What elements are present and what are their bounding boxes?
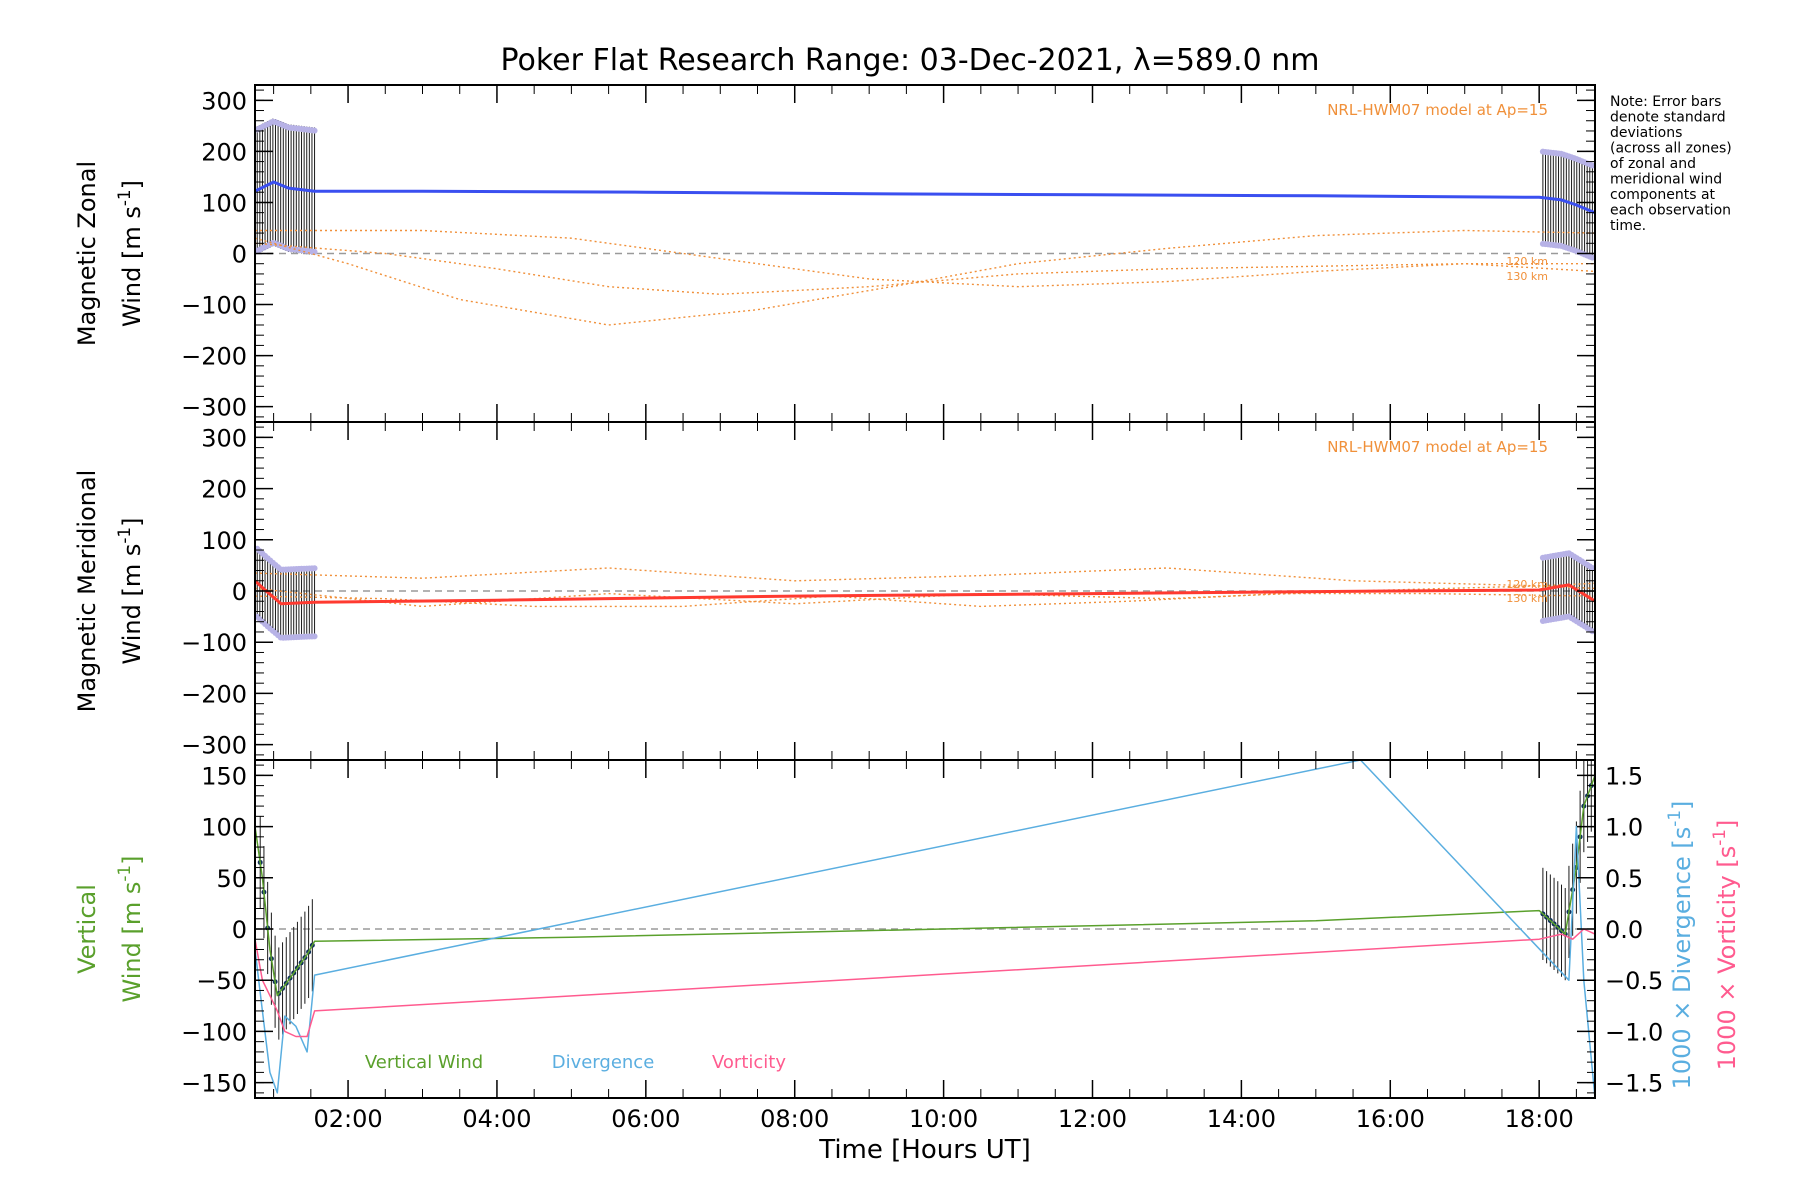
y2-axis-label-vorticity: 1000 × Vorticity [s-1]: [1709, 820, 1741, 1071]
zone-point: [1589, 564, 1595, 571]
note-line: deviations: [1610, 125, 1682, 141]
y-tick-label: 50: [216, 865, 247, 893]
meridional-wind-line: [255, 579, 1595, 606]
zone-point: [311, 248, 318, 255]
y-tick-label: 100: [201, 527, 247, 555]
model-line: [255, 229, 1595, 288]
y-tick-label: 300: [201, 87, 247, 115]
y2-tick-label: −0.5: [1605, 967, 1663, 995]
y-tick-label: −300: [181, 394, 247, 422]
x-tick-label: 10:00: [909, 1105, 978, 1133]
x-axis-label: Time [Hours UT]: [818, 1135, 1031, 1165]
y-tick-label: −200: [181, 343, 247, 371]
y2-axis-label-divergence: 1000 × Divergence [s-1]: [1664, 801, 1696, 1090]
zone-point: [311, 633, 318, 640]
y-tick-label: 0: [232, 916, 247, 944]
zone-point: [311, 127, 318, 134]
y2-tick-label: 0.0: [1605, 916, 1643, 944]
model-label: NRL-HWM07 model at Ap=15: [1327, 101, 1548, 119]
y2-tick-label: 1.0: [1605, 814, 1643, 842]
model-line: [255, 585, 1595, 608]
y-axis-label-line2: Wind [m s-1]: [114, 856, 146, 1003]
y-tick-label: −300: [181, 732, 247, 760]
vertical-panel: Vertical Wind Divergence Vorticity −1.5 −1.0…: [73, 759, 1741, 1099]
y-tick-label: 0: [232, 241, 247, 269]
zone-point: [1589, 162, 1595, 169]
model-altitude-label: 120 km: [1506, 255, 1548, 268]
model-line: [255, 242, 1595, 295]
note-line: (across all zones): [1610, 141, 1732, 157]
y-tick-label: 100: [201, 189, 247, 217]
y-tick-label: 300: [201, 424, 247, 452]
zone-point: [1589, 628, 1595, 635]
x-tick-label: 16:00: [1356, 1105, 1425, 1133]
x-tick-label: 18:00: [1505, 1105, 1574, 1133]
plot-area: [255, 545, 1595, 641]
y2-tick-label: 1.5: [1605, 762, 1643, 790]
note-line: components at: [1610, 187, 1716, 203]
note-line: time.: [1610, 218, 1646, 234]
x-axis: 02:00 04:00 06:00 08:00 10:00 12:00 14:00 16:00…: [313, 1105, 1573, 1133]
x-tick-label: 04:00: [462, 1105, 531, 1133]
y-axis-label-line1: Vertical: [73, 884, 101, 974]
vorticity-line: [255, 928, 1595, 1038]
vertical-wind-line: [255, 775, 1595, 997]
y-tick-label: −100: [181, 1018, 247, 1046]
chart-title: Poker Flat Research Range: 03-Dec-2021, …: [501, 43, 1320, 78]
x-tick-label: 06:00: [611, 1105, 680, 1133]
y-tick-label: 0: [232, 578, 247, 606]
model-altitude-label: 120 km: [1506, 578, 1548, 591]
plot-area: [255, 760, 1595, 1098]
y-tick-label: 150: [201, 762, 247, 790]
zone-point: [311, 565, 318, 572]
y-axis-label-line2: Wind [m s-1]: [114, 518, 146, 665]
divergence-line: [255, 760, 1595, 1098]
model-altitude-label: 130 km: [1506, 592, 1548, 605]
y-tick-label: −50: [196, 967, 247, 995]
note-line: Note: Error bars: [1610, 94, 1721, 110]
zonal-panel: NRL-HWM07 model at Ap=15 120 km 130 km −300…: [73, 84, 1596, 423]
note-line: meridional wind: [1610, 172, 1722, 188]
y-tick-label: −100: [181, 292, 247, 320]
x-tick-label: 02:00: [313, 1105, 382, 1133]
plot-area: [255, 118, 1595, 326]
y-tick-label: −100: [181, 629, 247, 657]
y-tick-label: −150: [181, 1070, 247, 1098]
y-axis-label-line2: Wind [m s-1]: [114, 180, 146, 327]
y-tick-label: 200: [201, 138, 247, 166]
model-label: NRL-HWM07 model at Ap=15: [1327, 438, 1548, 456]
legend-item: Vertical Wind: [365, 1052, 483, 1073]
y2-tick-label: 0.5: [1605, 865, 1643, 893]
y-tick-label: 200: [201, 476, 247, 504]
model-line: [255, 229, 1595, 326]
legend-item: Divergence: [552, 1052, 655, 1073]
y2-tick-label: −1.5: [1605, 1070, 1663, 1098]
note-line: each observation: [1610, 203, 1731, 219]
panel-frame: [254, 84, 1596, 423]
model-altitude-label: 130 km: [1506, 270, 1548, 283]
note-line: of zonal and: [1610, 156, 1696, 172]
y-tick-label: −200: [181, 680, 247, 708]
y-tick-label: 100: [201, 814, 247, 842]
y-axis-label-line1: Magnetic Zonal: [73, 161, 101, 346]
legend-item: Vorticity: [712, 1052, 786, 1073]
model-line: [255, 567, 1595, 587]
x-tick-label: 14:00: [1207, 1105, 1276, 1133]
y-axis-label-line1: Magnetic Meridional: [73, 470, 101, 713]
x-tick-label: 08:00: [760, 1105, 829, 1133]
x-tick-label: 12:00: [1058, 1105, 1127, 1133]
note-line: denote standard: [1610, 110, 1726, 126]
zonal-wind-line: [255, 180, 1595, 215]
zone-point: [1589, 254, 1595, 261]
y2-tick-label: −1.0: [1605, 1018, 1663, 1046]
